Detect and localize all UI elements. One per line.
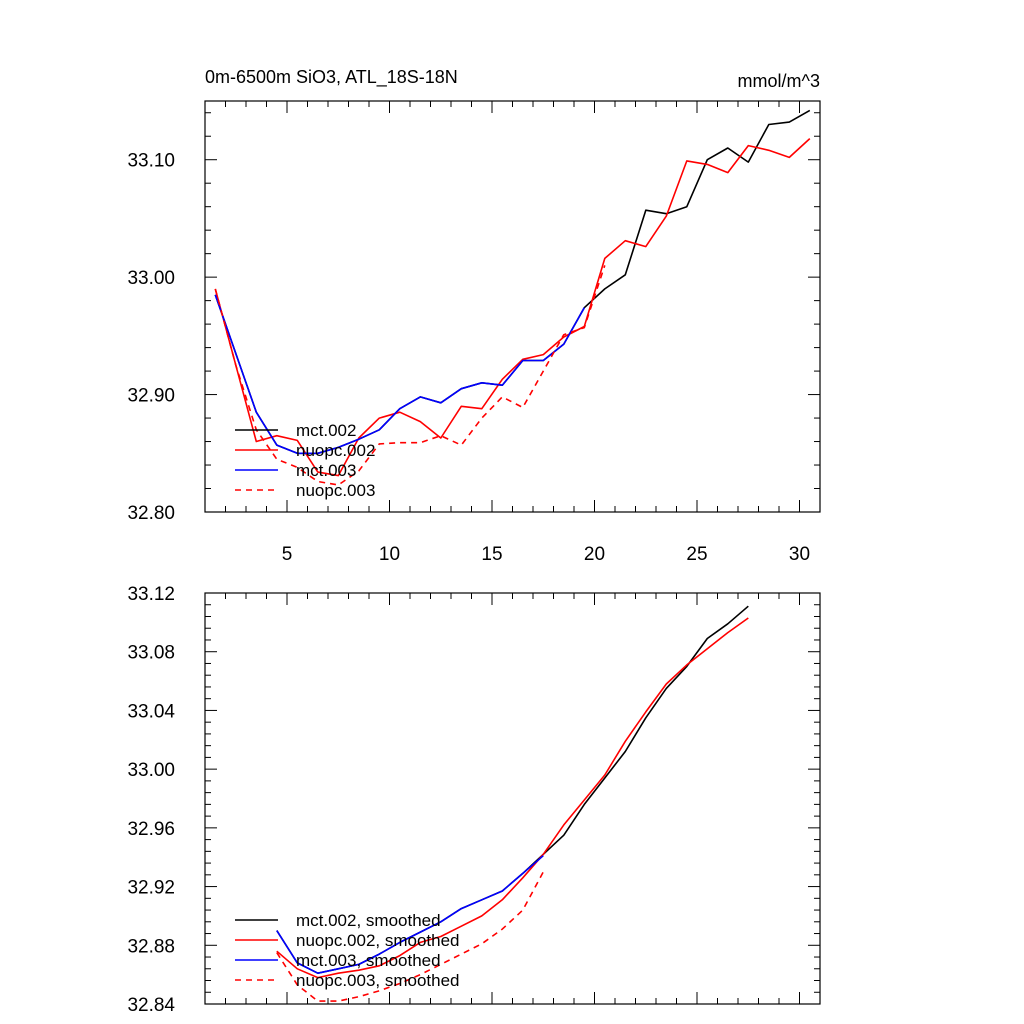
legend-label: nuopc.002 xyxy=(296,441,375,460)
series-line-nuopc-002-smoothed xyxy=(276,617,749,979)
legend-label: mct.002 xyxy=(296,421,356,440)
y-tick-label: 33.12 xyxy=(127,584,175,605)
legend-label: mct.003 xyxy=(296,461,356,480)
x-tick-label: 20 xyxy=(584,544,605,565)
legend-label: nuopc.003 xyxy=(296,481,375,500)
y-tick-label: 33.04 xyxy=(127,701,175,722)
axis-ticks xyxy=(205,101,820,513)
y-tick-label: 33.10 xyxy=(127,151,175,172)
x-tick-label: 30 xyxy=(789,544,810,565)
x-tick-label: 5 xyxy=(282,544,293,565)
legend-label: mct.003, smoothed xyxy=(296,951,441,970)
series-line-nuopc-003-smoothed xyxy=(276,871,545,1002)
bottom-panel: 32.84 32.88 32.92 32.96 33.00 33.04 33.08 33.12… xyxy=(127,584,821,1016)
y-tick-label: 33.08 xyxy=(127,643,175,664)
y-tick-label: 33.00 xyxy=(127,760,175,781)
series-line-nuopc-002 xyxy=(214,138,811,477)
y-tick-label: 32.84 xyxy=(127,995,175,1016)
chart-title: 0m-6500m SiO3, ATL_18S-18N xyxy=(205,67,458,88)
axis-ticks xyxy=(205,592,820,1005)
x-tick-label: 15 xyxy=(481,544,502,565)
axis-tick-labels: 5 10 15 20 25 30 32.80 32.90 33.00 33.10 xyxy=(127,151,810,565)
y-tick-label: 32.80 xyxy=(127,503,175,524)
x-tick-label: 25 xyxy=(686,544,707,565)
y-tick-label: 32.90 xyxy=(127,386,175,407)
series-line-mct-002 xyxy=(214,109,811,455)
x-tick-label: 10 xyxy=(379,544,400,565)
y-tick-label: 32.96 xyxy=(127,819,175,840)
series-line-mct-003 xyxy=(214,294,585,455)
series-line-mct-003-smoothed xyxy=(276,855,544,975)
legend-label: nuopc.002, smoothed xyxy=(296,931,460,950)
chart-units: mmol/m^3 xyxy=(738,71,820,91)
legend-label: nuopc.003, smoothed xyxy=(296,971,460,990)
top-panel: 0m-6500m SiO3, ATL_18S-18N mmol/m^3 5 10 1… xyxy=(127,67,821,565)
y-tick-label: 32.92 xyxy=(127,878,175,899)
y-tick-label: 33.00 xyxy=(127,268,175,289)
legend-label: mct.002, smoothed xyxy=(296,911,441,930)
y-tick-label: 32.88 xyxy=(127,936,175,957)
axis-tick-labels: 32.84 32.88 32.92 32.96 33.00 33.04 33.08 33.12 xyxy=(127,584,175,1016)
series-lines xyxy=(276,605,749,1002)
series-line-nuopc-003 xyxy=(214,265,606,486)
series-lines xyxy=(214,109,811,486)
